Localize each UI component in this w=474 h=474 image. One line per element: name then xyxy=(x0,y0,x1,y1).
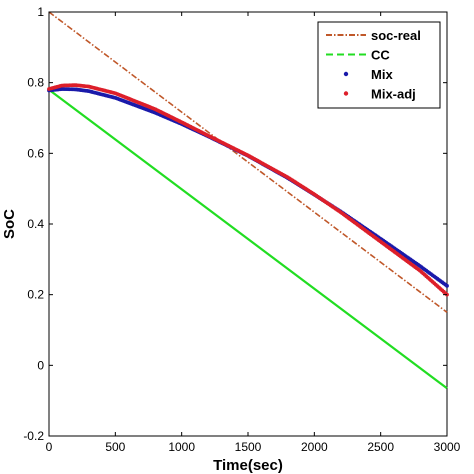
x-tick-label: 3000 xyxy=(434,440,461,454)
y-tick-label: 0.6 xyxy=(27,146,44,160)
legend-entry-mix-adj-label: Mix-adj xyxy=(371,87,416,102)
x-tick-label: 1000 xyxy=(168,440,195,454)
legend-entry-mix-adj-marker xyxy=(343,91,349,96)
y-tick-label: -0.2 xyxy=(23,429,44,443)
y-tick-label: 1 xyxy=(37,5,44,19)
legend-box xyxy=(317,21,441,109)
x-tick-label: 500 xyxy=(105,440,125,454)
y-tick-label: 0.2 xyxy=(27,288,44,302)
tick-layer: 0 500 1000 1500 2000 2500 3000-0.200.20.40.60.… xyxy=(23,5,460,454)
x-axis-label: Time(sec) xyxy=(213,457,283,474)
legend-entry-soc-real-label: soc-real xyxy=(371,28,421,43)
series-layer xyxy=(47,11,449,390)
x-tick-label: 0 xyxy=(46,440,53,454)
y-tick-label: 0 xyxy=(37,358,44,372)
x-tick-label: 2500 xyxy=(367,440,394,454)
y-tick-label: 0.4 xyxy=(27,217,44,231)
legend-entry-cc-label: CC xyxy=(371,48,390,63)
series-mix-adj xyxy=(47,83,449,297)
y-tick-label: 0.8 xyxy=(27,76,44,90)
series-mix-point xyxy=(445,283,449,288)
legend: soc-real CC Mix Mix-adj xyxy=(317,21,441,109)
x-tick-label: 1500 xyxy=(235,440,262,454)
legend-entry-mix-marker xyxy=(343,71,349,77)
series-soc-real-line xyxy=(48,11,448,313)
x-tick-label: 2000 xyxy=(301,440,328,454)
y-axis-label: SoC xyxy=(1,209,18,239)
series-cc-line xyxy=(48,88,448,390)
legend-entry-mix-label: Mix xyxy=(371,67,393,82)
